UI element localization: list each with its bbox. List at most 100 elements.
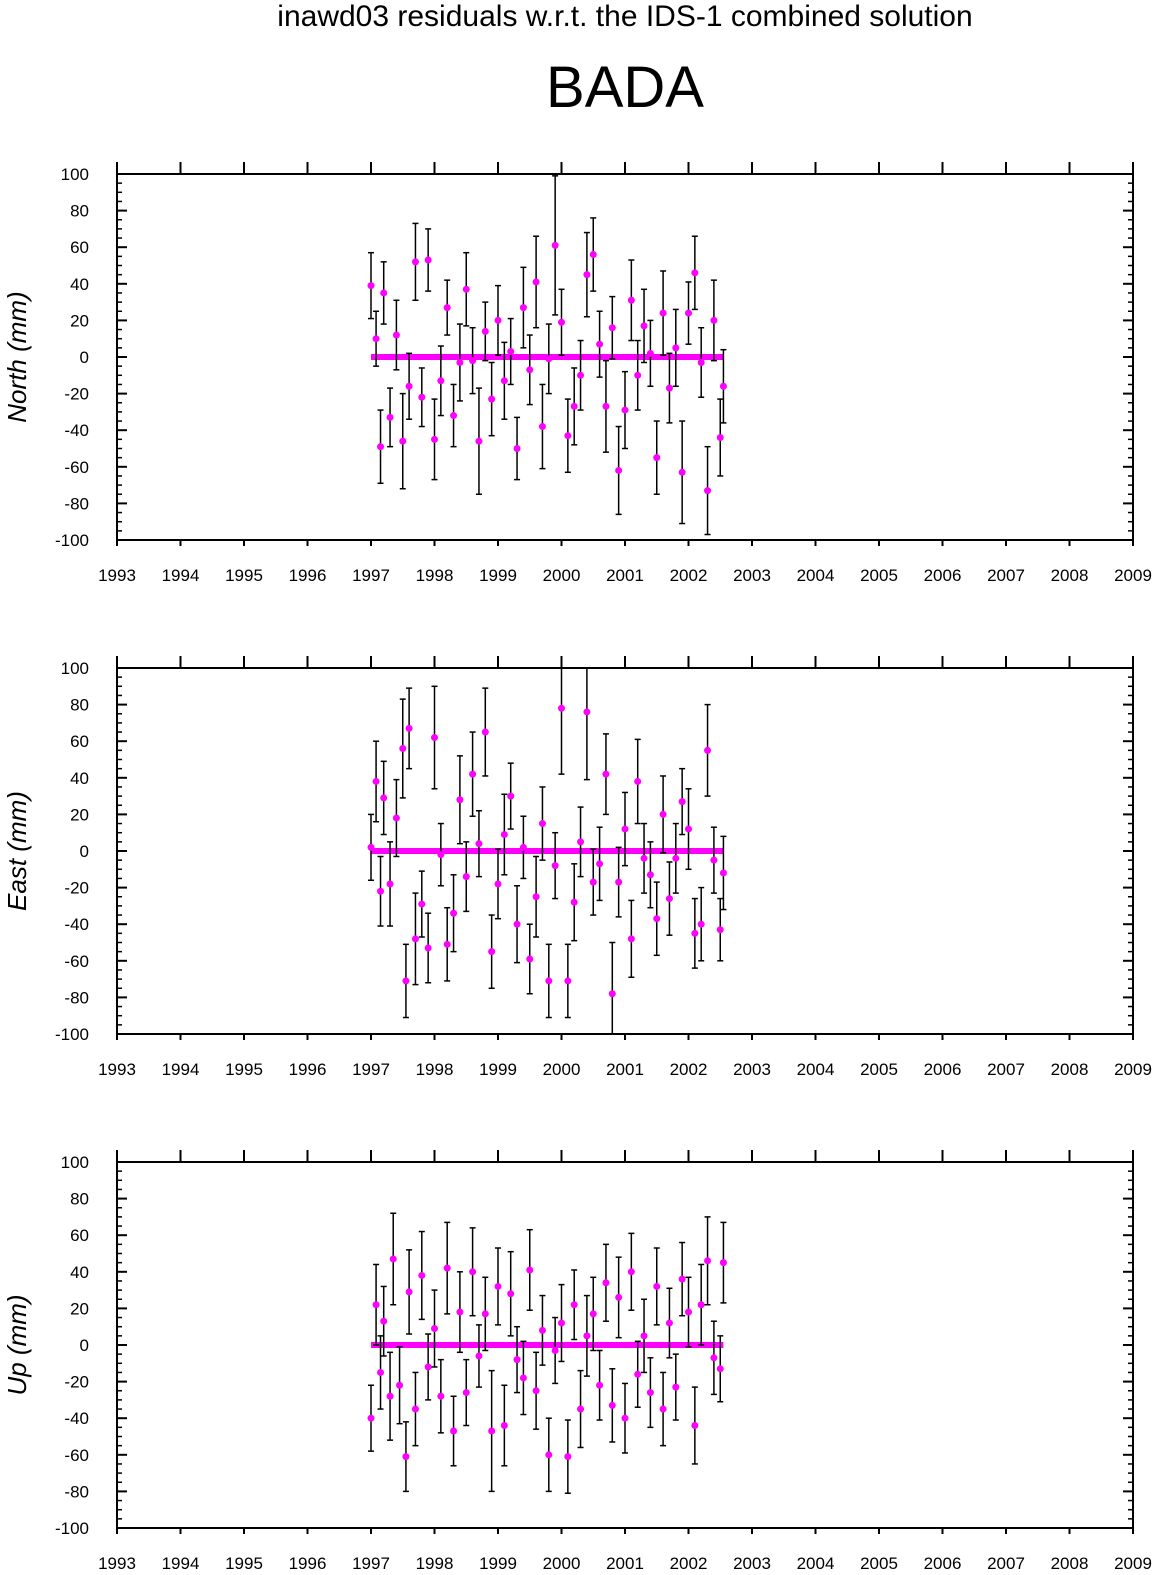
- data-point: [526, 955, 534, 963]
- data-point: [405, 724, 413, 732]
- data-point: [621, 1414, 629, 1422]
- y-tick-label: 80: [70, 1190, 89, 1209]
- data-point: [443, 304, 451, 312]
- data-point: [704, 487, 712, 495]
- data-point: [538, 820, 546, 828]
- data-point: [538, 423, 546, 431]
- y-tick-label: -40: [64, 1409, 89, 1428]
- data-point: [424, 1363, 432, 1371]
- x-tick-label: 2007: [987, 566, 1025, 585]
- x-tick-label: 2007: [987, 1060, 1025, 1079]
- x-tick-label: 2005: [860, 566, 898, 585]
- x-tick-label: 2009: [1114, 1060, 1152, 1079]
- data-point: [564, 977, 572, 985]
- data-point: [659, 810, 667, 818]
- x-tick-label: 2000: [543, 1060, 581, 1079]
- data-point: [621, 406, 629, 414]
- data-point: [526, 366, 534, 374]
- data-point: [372, 777, 380, 785]
- data-point: [589, 1310, 597, 1318]
- data-point: [443, 1264, 451, 1272]
- data-point: [577, 838, 585, 846]
- y-tick-label: -100: [55, 1025, 89, 1044]
- data-point: [615, 1293, 623, 1301]
- data-point: [665, 1319, 673, 1327]
- data-point: [583, 708, 591, 716]
- data-point: [596, 340, 604, 348]
- data-point: [558, 318, 565, 326]
- data-point: [691, 269, 699, 277]
- data-point: [577, 371, 585, 379]
- data-point: [710, 316, 718, 324]
- data-point: [519, 843, 527, 851]
- data-point: [507, 1290, 515, 1298]
- data-point: [450, 909, 458, 917]
- data-point: [437, 851, 445, 859]
- x-tick-label: 2009: [1114, 566, 1152, 585]
- data-point: [678, 1275, 686, 1283]
- data-point: [564, 1453, 572, 1461]
- x-tick-label: 2008: [1051, 566, 1089, 585]
- data-point: [481, 728, 489, 736]
- x-tick-label: 2006: [924, 566, 962, 585]
- data-point: [697, 1301, 705, 1309]
- data-point: [678, 468, 686, 476]
- data-point: [519, 304, 527, 312]
- data-point: [653, 454, 661, 462]
- data-point: [377, 887, 385, 895]
- data-point: [377, 443, 385, 451]
- x-tick-label: 2002: [670, 566, 708, 585]
- y-tick-label: -80: [64, 988, 89, 1007]
- y-axis-label: East (mm): [2, 791, 32, 911]
- x-tick-label: 1993: [98, 1060, 136, 1079]
- data-point: [462, 285, 470, 293]
- data-point: [551, 1346, 559, 1354]
- x-tick-label: 1995: [225, 566, 263, 585]
- y-tick-label: 100: [61, 1153, 89, 1172]
- data-point: [424, 944, 432, 952]
- data-point: [488, 1427, 496, 1435]
- data-point: [402, 1453, 410, 1461]
- data-point: [532, 893, 540, 901]
- data-point: [475, 1352, 483, 1360]
- data-point: [564, 432, 572, 440]
- y-tick-label: 0: [80, 842, 89, 861]
- data-point: [678, 798, 686, 806]
- data-point: [615, 466, 623, 474]
- data-point: [402, 977, 410, 985]
- data-point: [719, 1259, 727, 1267]
- x-tick-label: 1994: [162, 566, 200, 585]
- data-point: [532, 1387, 540, 1395]
- y-tick-label: 60: [70, 732, 89, 751]
- data-point: [389, 1255, 397, 1263]
- x-tick-label: 1994: [162, 1060, 200, 1079]
- data-point: [392, 814, 400, 822]
- x-tick-label: 1996: [289, 566, 327, 585]
- y-tick-label: -60: [64, 952, 89, 971]
- data-point: [475, 437, 483, 445]
- x-tick-label: 1997: [352, 1554, 390, 1573]
- data-point: [583, 271, 591, 279]
- data-point: [570, 1301, 578, 1309]
- data-point: [372, 335, 380, 343]
- x-tick-label: 2004: [797, 1554, 835, 1573]
- data-point: [424, 256, 432, 264]
- data-point: [507, 792, 515, 800]
- data-point: [627, 935, 635, 943]
- station-title: BADA: [546, 55, 704, 120]
- data-point: [716, 1365, 724, 1373]
- x-tick-label: 1995: [225, 1554, 263, 1573]
- data-point: [469, 1268, 477, 1276]
- data-point: [488, 948, 496, 956]
- x-tick-label: 2008: [1051, 1554, 1089, 1573]
- data-point: [488, 395, 496, 403]
- data-point: [558, 704, 565, 712]
- data-point: [456, 796, 464, 804]
- data-point: [704, 1257, 712, 1265]
- data-point: [716, 434, 724, 442]
- data-point: [405, 382, 413, 390]
- figure-supertitle: inawd03 residuals w.r.t. the IDS-1 combi…: [277, 0, 973, 33]
- y-tick-label: -20: [64, 385, 89, 404]
- y-tick-label: 40: [70, 275, 89, 294]
